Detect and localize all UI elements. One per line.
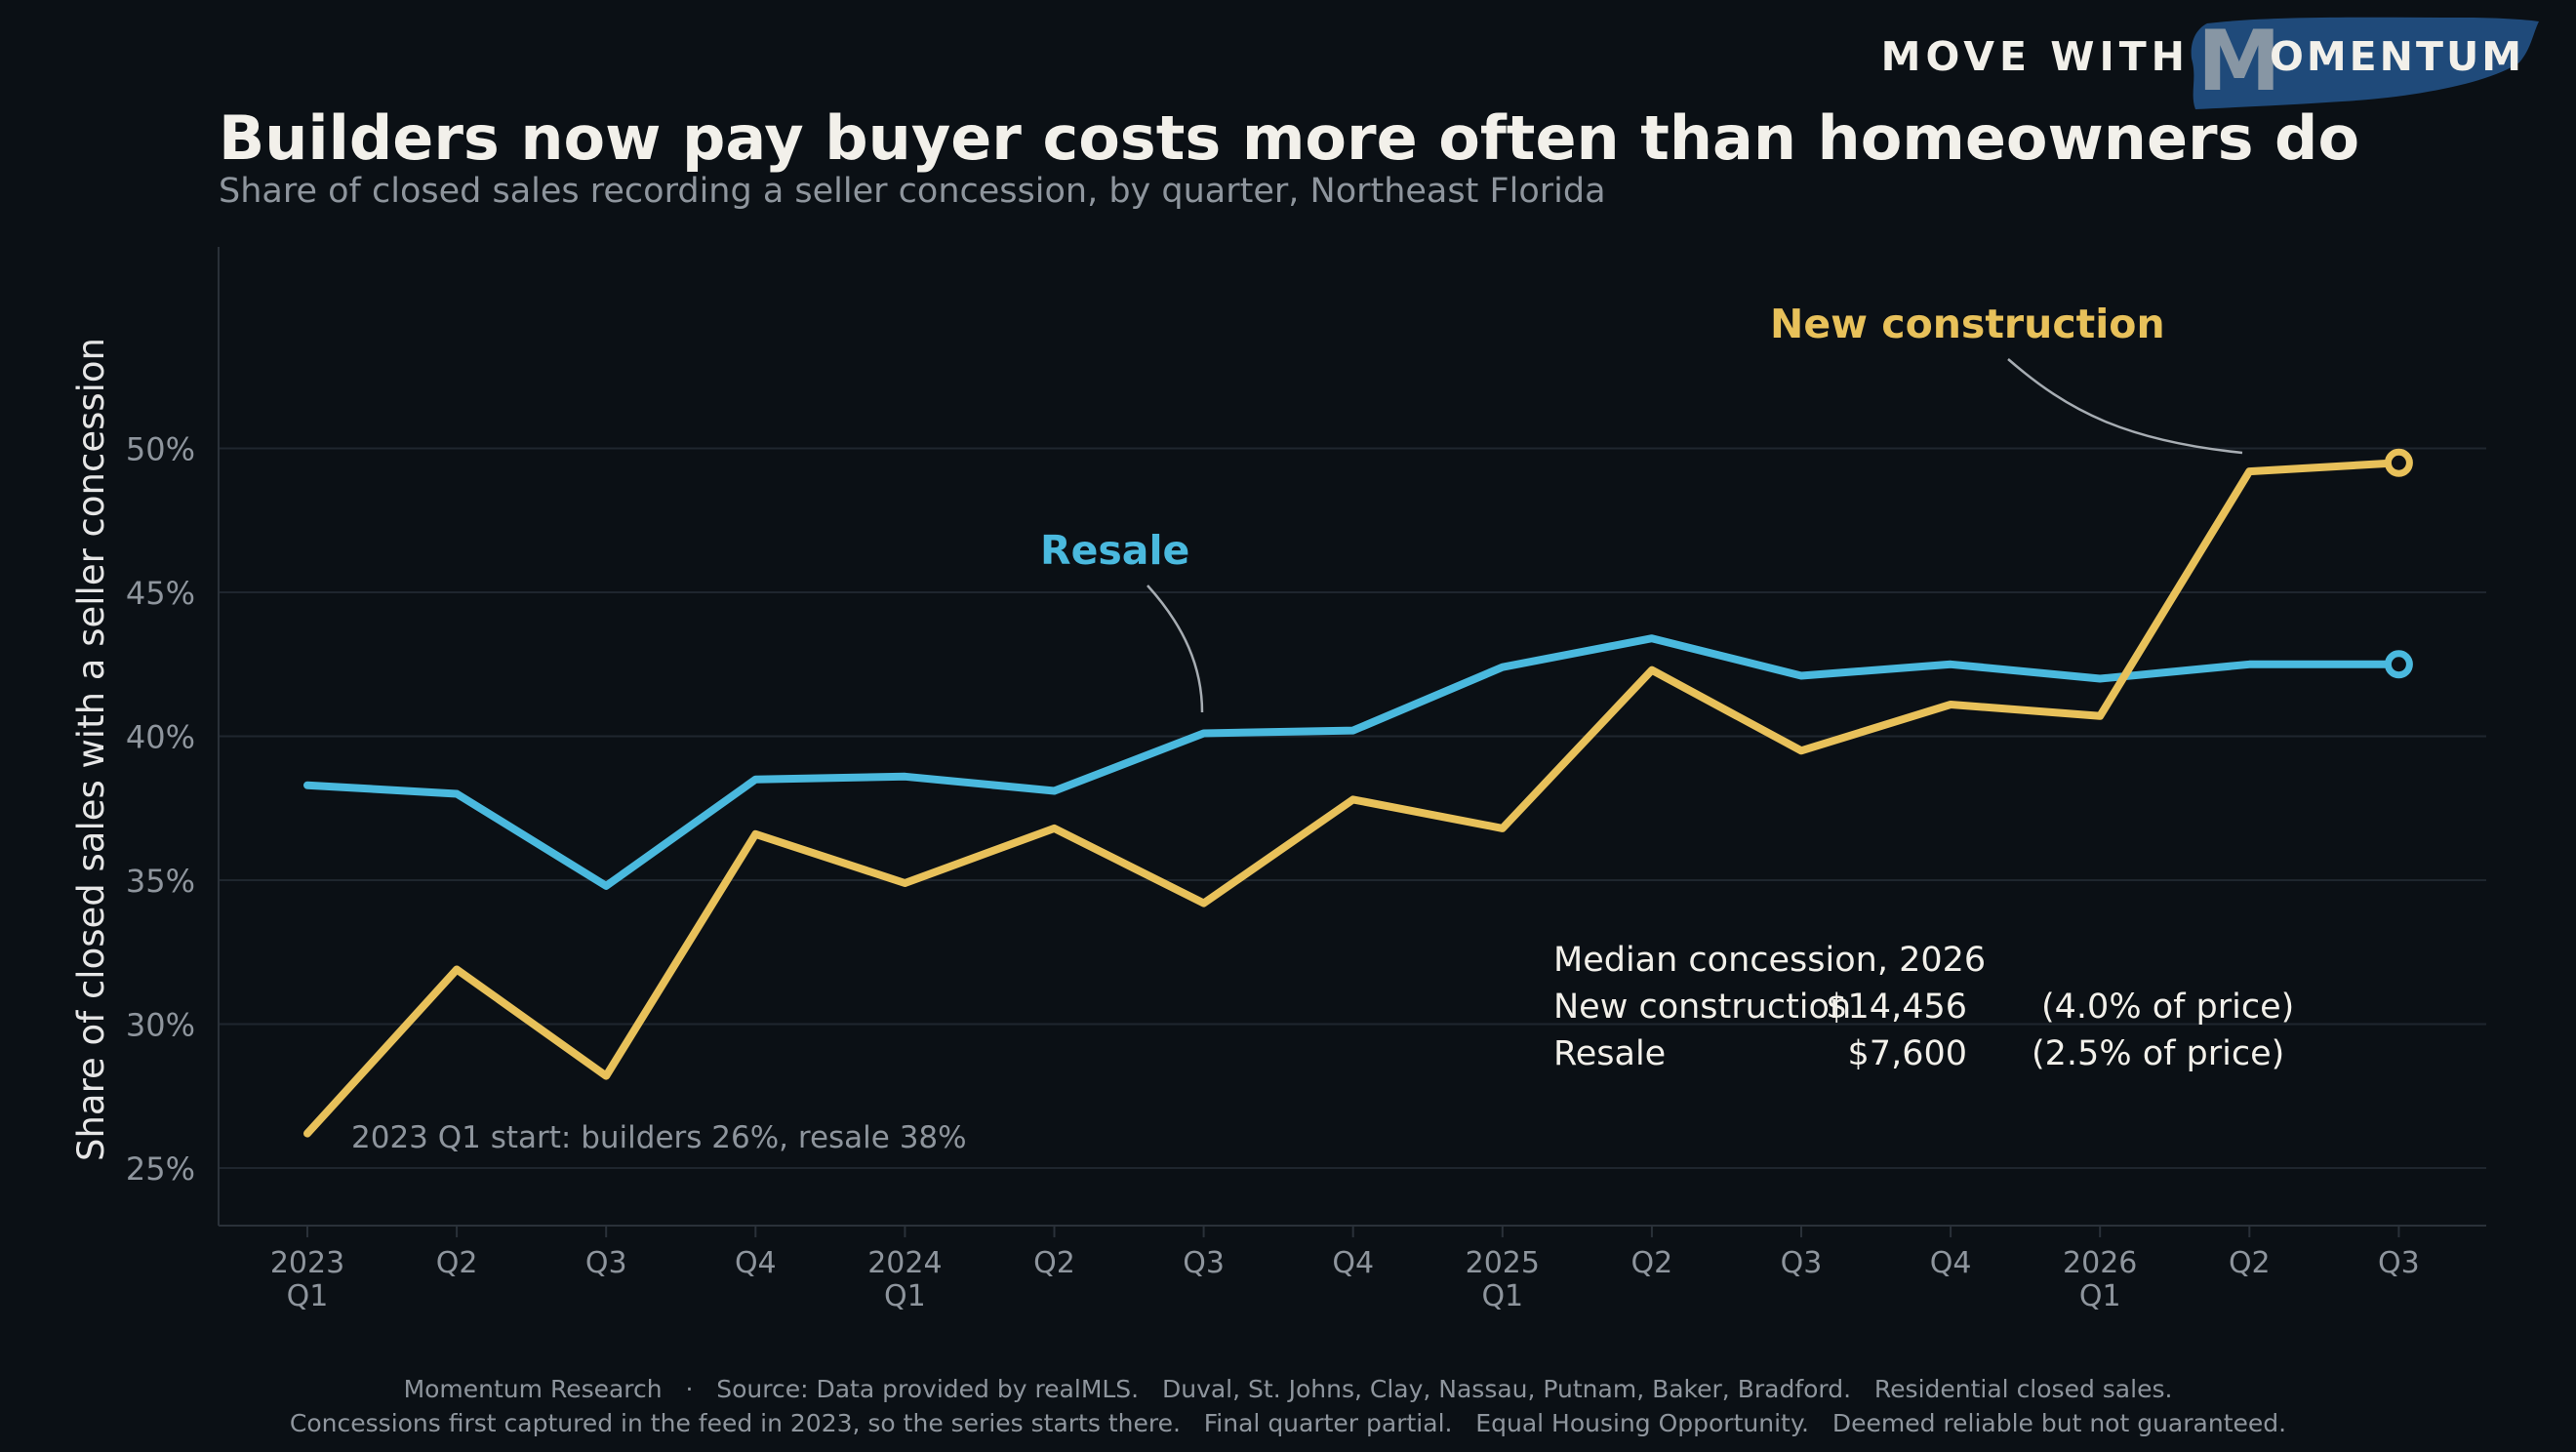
x-tick-label: Q3 <box>1781 1246 1823 1280</box>
y-tick-label: 50% <box>126 431 195 468</box>
series-lines <box>303 448 2413 1138</box>
x-tick-label: Q3 <box>2378 1246 2420 1280</box>
y-tick-label: 35% <box>126 863 195 900</box>
series-endpoint-resale <box>2384 650 2413 679</box>
median-row-new-amount: $14,456 <box>1826 988 1967 1027</box>
brand-text-prefix: MOVE WITH <box>1881 33 2190 80</box>
y-tick-label: 30% <box>126 1007 195 1044</box>
series-line-resale <box>303 634 2403 890</box>
y-tick-label: 25% <box>126 1150 195 1188</box>
series-line-new-construction <box>303 459 2403 1138</box>
x-tick-label: 2025 <box>1466 1246 1540 1280</box>
median-row-new-label: New construction <box>1553 988 1851 1027</box>
x-tick-label: Q4 <box>735 1246 777 1280</box>
start-annotation: 2023 Q1 start: builders 26%, resale 38% <box>351 1120 967 1155</box>
x-tick-label: Q2 <box>1033 1246 1075 1280</box>
x-tick-label: Q2 <box>1631 1246 1673 1280</box>
y-tick-label: 45% <box>126 575 195 612</box>
series-endpoint-new-construction <box>2384 448 2413 477</box>
x-tick-label: 2026 <box>2063 1246 2137 1280</box>
footer-notes-line: Concessions first captured in the feed i… <box>290 1409 2286 1437</box>
x-tick-label: Q1 <box>1481 1279 1523 1313</box>
median-concession-annotation: Median concession, 2026 New construction… <box>1553 941 2294 1073</box>
chart-subtitle: Share of closed sales recording a seller… <box>219 172 1606 211</box>
brand-text-suffix: OMENTUM <box>2270 33 2524 80</box>
resale-series-label: Resale <box>1040 527 1189 574</box>
x-tick-label: Q1 <box>2079 1279 2121 1313</box>
brand-brush-stroke <box>2191 17 2539 109</box>
new-construction-series-label: New construction <box>1770 301 2165 347</box>
new-construction-leader-line <box>2007 358 2243 455</box>
median-row-resale-label: Resale <box>1553 1034 1666 1073</box>
x-tick-label: Q3 <box>1183 1246 1225 1280</box>
x-tick-label: Q4 <box>1332 1246 1374 1280</box>
x-tick-label: 2024 <box>867 1246 942 1280</box>
x-tick-label: Q1 <box>884 1279 926 1313</box>
brand-logo: MOVE WITH M OMENTUM <box>1881 13 2539 110</box>
resale-leader-line <box>1147 585 1204 713</box>
x-tick-label: Q2 <box>436 1246 478 1280</box>
x-tick-label: Q2 <box>2229 1246 2271 1280</box>
median-row-resale-amount: $7,600 <box>1848 1034 1967 1073</box>
x-tick-label: Q3 <box>585 1246 627 1280</box>
median-heading: Median concession, 2026 <box>1553 941 1986 980</box>
brand-mark-letter: M <box>2197 13 2281 110</box>
grid-lines <box>219 447 2486 1169</box>
median-row-resale-pct: (2.5% of price) <box>2032 1034 2284 1073</box>
footer-source-line: Momentum Research · Source: Data provide… <box>404 1375 2173 1403</box>
y-tick-labels: 25% 30% 35% 40% 45% 50% <box>126 431 195 1189</box>
x-tick-label: Q1 <box>287 1279 329 1313</box>
x-tick-label: Q4 <box>1930 1246 1972 1280</box>
y-axis-label: Share of closed sales with a seller conc… <box>70 338 112 1161</box>
x-tick-label: 2023 <box>270 1246 344 1280</box>
chart-title: Builders now pay buyer costs more often … <box>219 102 2359 174</box>
median-row-new-pct: (4.0% of price) <box>2041 988 2294 1027</box>
y-tick-label: 40% <box>126 719 195 756</box>
